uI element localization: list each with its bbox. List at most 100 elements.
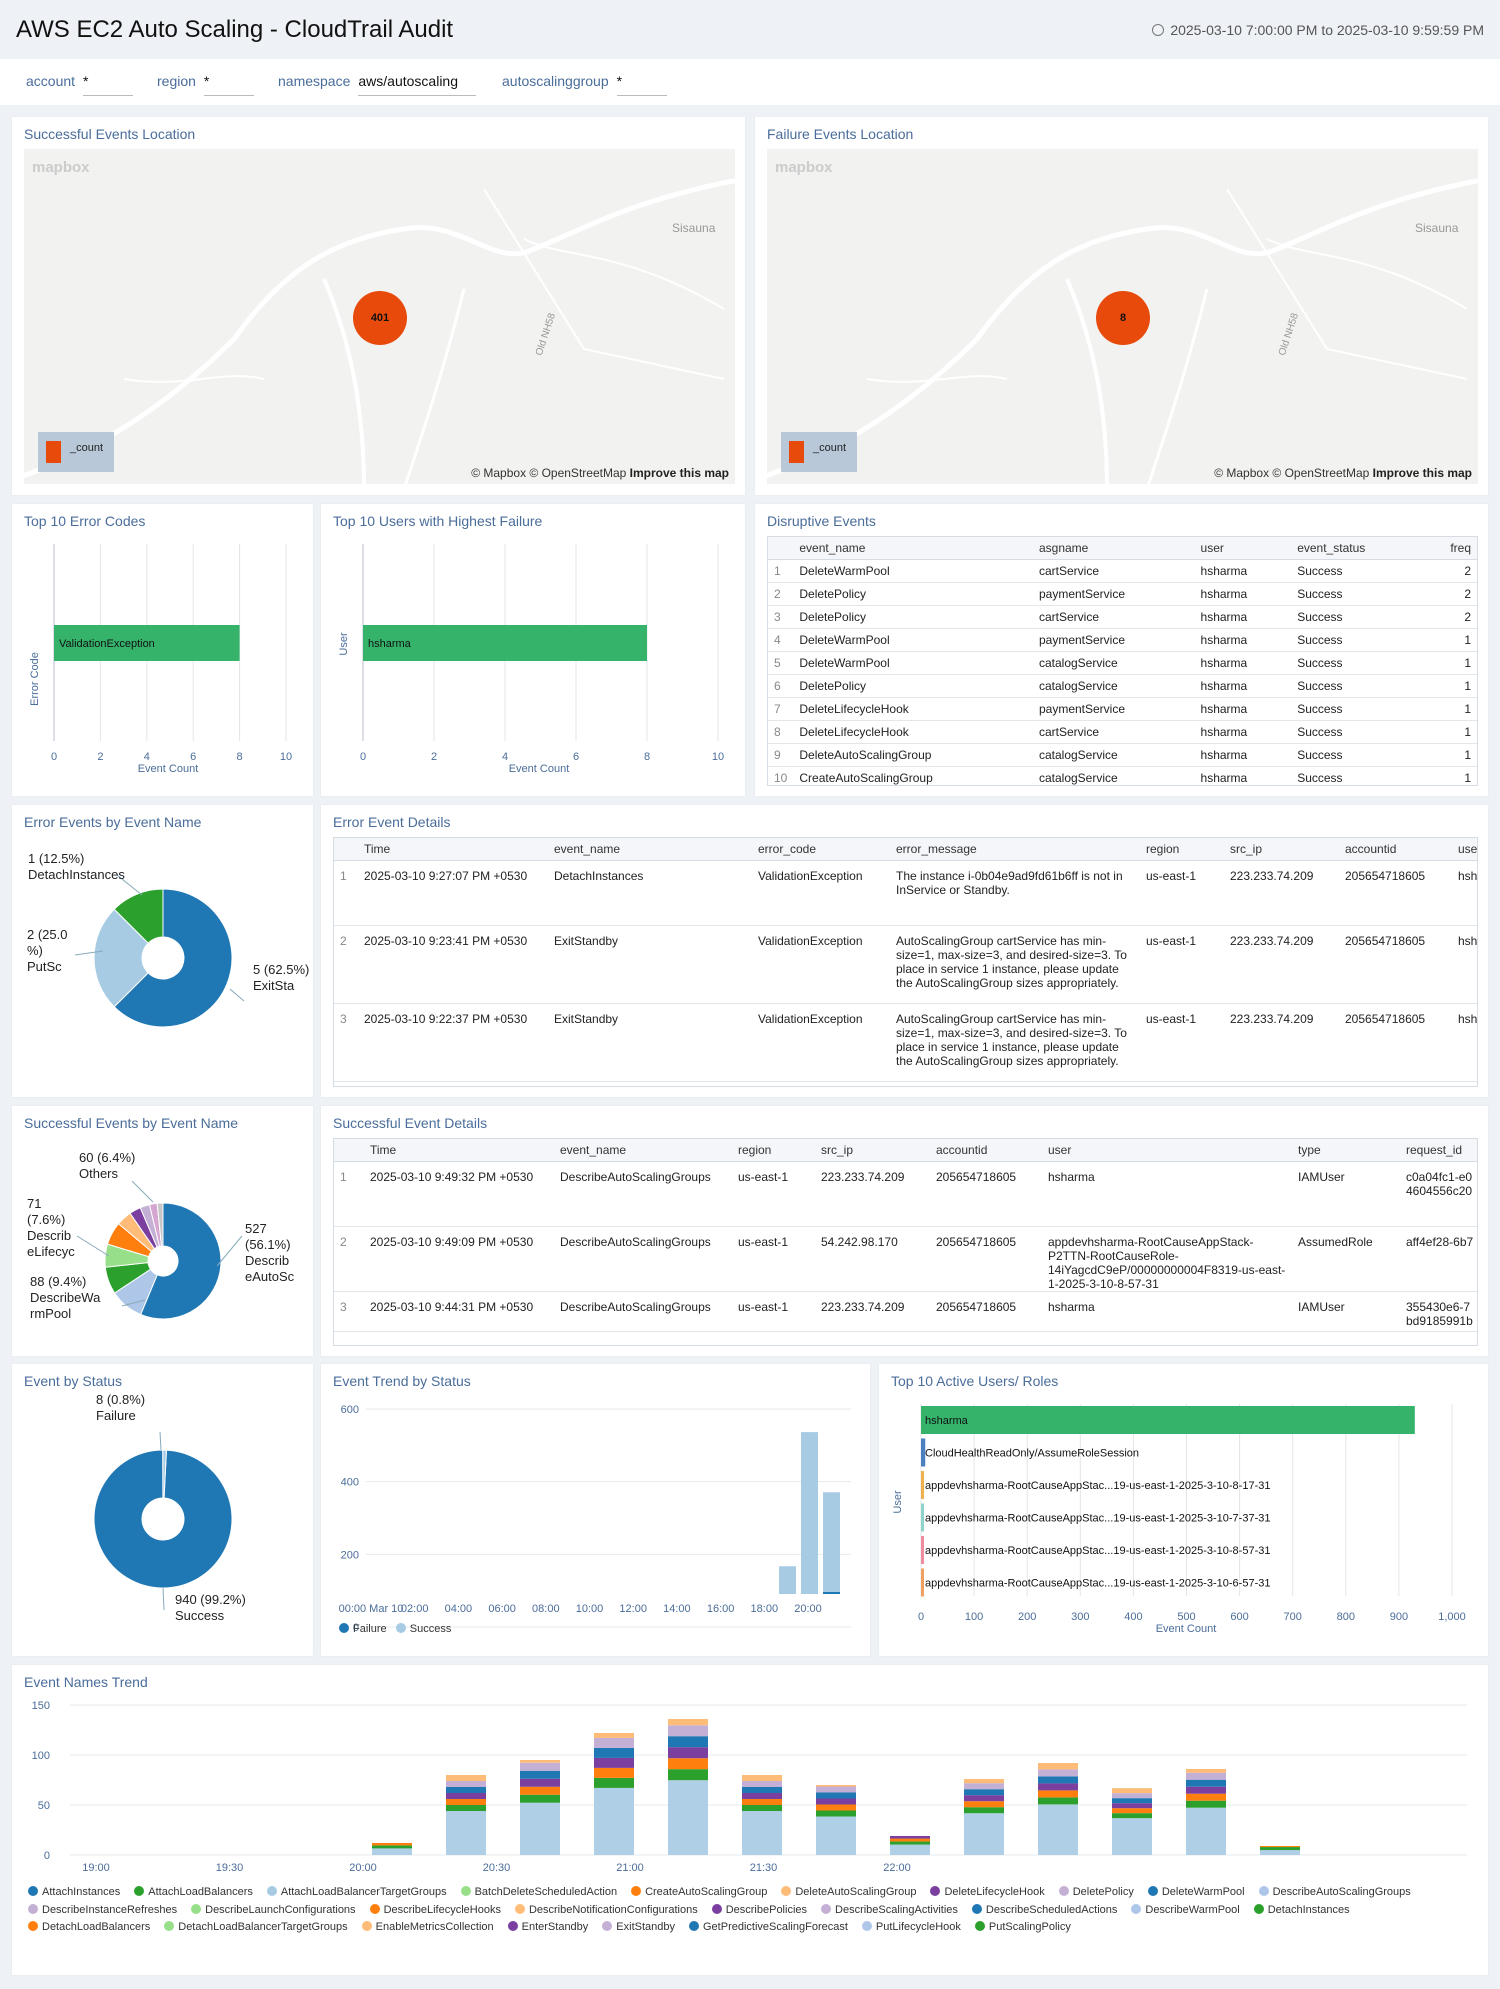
table-row[interactable]: 7 DeleteLifecycleHook paymentService hsharm… — [768, 697, 1477, 720]
legend-item[interactable]: DeleteLifecycleHook — [930, 1884, 1044, 1902]
filter-account[interactable]: account * — [26, 73, 133, 96]
map-cluster[interactable]: 401 — [353, 291, 407, 345]
col-header[interactable]: event_name — [548, 838, 752, 860]
table-row[interactable]: 1 DeleteWarmPool cartService hsharma Success… — [768, 559, 1477, 582]
col-header[interactable]: event_status — [1291, 537, 1423, 559]
table-row[interactable]: 6 DeletePolicy catalogService hsharma Succes… — [768, 674, 1477, 697]
map-failure[interactable]: mapbox Sisauna Old NH58 8 _count © Mapbo… — [767, 149, 1478, 484]
col-header[interactable]: asgname — [1033, 537, 1195, 559]
table-row[interactable]: 3 2025-03-10 9:44:31 PM +0530 DescribeAuto… — [334, 1291, 1478, 1331]
legend-item[interactable]: DetachInstances — [1254, 1902, 1350, 1920]
improve-map-link[interactable]: Improve this map — [630, 466, 729, 480]
filter-value[interactable]: aws/autoscaling — [358, 73, 476, 96]
filter-value[interactable]: * — [83, 73, 133, 96]
legend-dot — [862, 1921, 872, 1931]
legend-item[interactable]: DescribeAutoScalingGroups — [1259, 1884, 1411, 1902]
col-header[interactable]: accountid — [1339, 838, 1452, 860]
table-row[interactable]: 2 2025-03-10 9:23:41 PM +0530 ExitStandby V… — [334, 925, 1478, 1003]
table-row[interactable]: 3 2025-03-10 9:22:37 PM +0530 ExitStandby V… — [334, 1003, 1478, 1081]
legend-item[interactable]: DeletePolicy — [1059, 1884, 1134, 1902]
legend-item[interactable]: ExitStandby — [602, 1919, 675, 1937]
pie-label: 527 (56.1%) Describ eAutoSc — [245, 1221, 303, 1285]
x-tick-label: 6 — [190, 751, 196, 763]
legend-item[interactable]: DescribePolicies — [712, 1902, 807, 1920]
legend-label: DescribeNotificationConfigurations — [529, 1904, 698, 1916]
legend-label[interactable]: Failure — [353, 1623, 387, 1635]
col-header[interactable]: Time — [364, 1139, 554, 1161]
chart-bar-segment — [446, 1787, 486, 1793]
col-header[interactable]: error_code — [752, 838, 890, 860]
map-success[interactable]: mapbox Sisauna Old NH58 401 _count © Map… — [24, 149, 735, 484]
x-axis-label: Event Count — [509, 763, 570, 775]
filter-value[interactable]: * — [204, 73, 254, 96]
legend-item[interactable]: DeleteAutoScalingGroup — [781, 1884, 916, 1902]
col-header[interactable]: request_id — [1400, 1139, 1478, 1161]
col-header[interactable]: src_ip — [815, 1139, 930, 1161]
legend-item[interactable]: DetachLoadBalancers — [28, 1919, 150, 1937]
col-header[interactable]: accountid — [930, 1139, 1042, 1161]
table-row[interactable]: 2 2025-03-10 9:49:09 PM +0530 DescribeAuto… — [334, 1226, 1478, 1291]
col-header[interactable]: user — [1042, 1139, 1292, 1161]
filter-label: namespace — [278, 73, 350, 89]
legend-item[interactable]: DescribeWarmPool — [1131, 1902, 1239, 1920]
table-cell: 2025-03-10 9:49:09 PM +0530 — [364, 1226, 554, 1291]
leader-line — [163, 1588, 164, 1610]
filter-autoscalinggroup[interactable]: autoscalinggroup * — [502, 73, 667, 96]
chart-bar-segment — [964, 1779, 1004, 1783]
legend-item[interactable]: GetPredictiveScalingForecast — [689, 1919, 848, 1937]
time-range-picker[interactable]: 2025-03-10 7:00:00 PM to 2025-03-10 9:59… — [1152, 22, 1484, 38]
table-row[interactable]: 5 DeleteWarmPool catalogService hsharma Succ… — [768, 651, 1477, 674]
table-row[interactable]: 1 2025-03-10 9:27:07 PM +0530 DetachInstan… — [334, 860, 1478, 925]
table-row[interactable]: 2 DeletePolicy paymentService hsharma Succes… — [768, 582, 1477, 605]
col-header[interactable]: src_ip — [1224, 838, 1339, 860]
legend-item[interactable]: PutScalingPolicy — [975, 1919, 1071, 1937]
col-header[interactable]: type — [1292, 1139, 1400, 1161]
col-header[interactable]: user — [1452, 838, 1478, 860]
filter-namespace[interactable]: namespace aws/autoscaling — [278, 73, 476, 96]
x-tick-label: 800 — [1337, 1611, 1355, 1623]
legend-item[interactable]: DeleteWarmPool — [1148, 1884, 1245, 1902]
col-header[interactable]: user — [1195, 537, 1292, 559]
legend-item[interactable]: AttachLoadBalancers — [134, 1884, 253, 1902]
legend-item[interactable]: PutLifecycleHook — [862, 1919, 961, 1937]
table-cell: hsharma — [1195, 697, 1292, 720]
filter-region[interactable]: region * — [157, 73, 254, 96]
col-header[interactable]: Time — [358, 838, 548, 860]
filter-value[interactable]: * — [617, 73, 667, 96]
legend-item[interactable]: CreateAutoScalingGroup — [631, 1884, 767, 1902]
legend-item[interactable]: EnableMetricsCollection — [362, 1919, 494, 1937]
table-row[interactable]: 8 DeleteLifecycleHook cartService hsharma Su… — [768, 720, 1477, 743]
legend-item[interactable]: AttachInstances — [28, 1884, 120, 1902]
legend-item[interactable]: DetachLoadBalancerTargetGroups — [164, 1919, 347, 1937]
legend-item[interactable]: DescribeLifecycleHooks — [370, 1902, 501, 1920]
col-header[interactable]: error_message — [890, 838, 1140, 860]
row-index: 1 — [334, 1161, 364, 1226]
legend-item[interactable]: BatchDeleteScheduledAction — [461, 1884, 617, 1902]
col-header[interactable]: region — [1140, 838, 1224, 860]
col-header[interactable]: freq — [1423, 537, 1477, 559]
col-header[interactable]: region — [732, 1139, 815, 1161]
improve-map-link[interactable]: Improve this map — [1373, 466, 1472, 480]
x-tick-label: 16:00 — [707, 1603, 735, 1615]
legend-swatch — [46, 441, 61, 463]
legend-item[interactable]: DescribeInstanceRefreshes — [28, 1902, 177, 1920]
table-row[interactable]: 10 CreateAutoScalingGroup catalogService hs… — [768, 766, 1477, 786]
panel-error-by-name: Error Events by Event Name 5 (62.5%) Exi… — [12, 805, 313, 1097]
legend-item[interactable]: DescribeNotificationConfigurations — [515, 1902, 698, 1920]
leader-line — [77, 1236, 109, 1256]
y-axis-label: User — [338, 632, 350, 656]
legend-item[interactable]: DescribeScalingActivities — [821, 1902, 958, 1920]
table-row[interactable]: 4 DeleteWarmPool paymentService hsharma Succ… — [768, 628, 1477, 651]
col-header[interactable]: event_name — [554, 1139, 732, 1161]
table-row[interactable]: 9 DeleteAutoScalingGroup catalogService hsh… — [768, 743, 1477, 766]
col-header[interactable]: event_name — [793, 537, 1033, 559]
legend-dot — [1148, 1886, 1158, 1896]
legend-label[interactable]: Success — [410, 1623, 452, 1635]
legend-item[interactable]: DescribeScheduledActions — [972, 1902, 1117, 1920]
legend-item[interactable]: DescribeLaunchConfigurations — [191, 1902, 355, 1920]
table-row[interactable]: 3 DeletePolicy cartService hsharma Success 2 — [768, 605, 1477, 628]
map-cluster[interactable]: 8 — [1096, 291, 1150, 345]
legend-item[interactable]: AttachLoadBalancerTargetGroups — [267, 1884, 447, 1902]
legend-item[interactable]: EnterStandby — [508, 1919, 589, 1937]
table-row[interactable]: 1 2025-03-10 9:49:32 PM +0530 DescribeAuto… — [334, 1161, 1478, 1226]
